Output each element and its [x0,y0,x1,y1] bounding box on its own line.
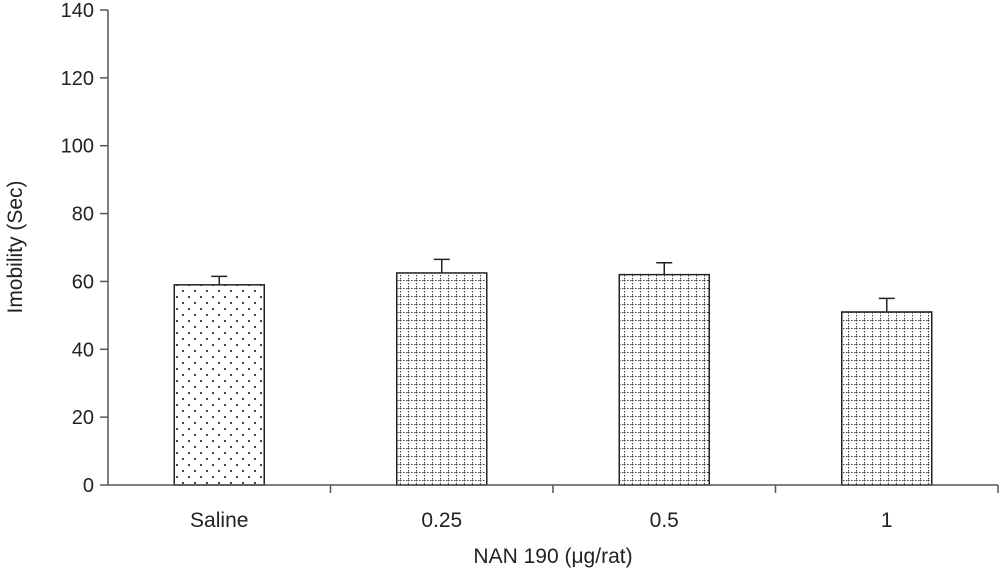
y-ticks-group: 0 20 40 60 80 100 120 140 [61,0,108,497]
y-tick-label: 80 [72,204,94,226]
bar-saline [173,284,265,486]
bar-1 [841,311,933,486]
y-tick-label: 0 [83,475,94,497]
x-category-label: 1 [881,509,893,532]
x-category-label: Saline [190,509,248,532]
bars-group [173,272,933,486]
y-tick-label: 20 [72,407,94,429]
y-tick-label: 100 [61,136,94,158]
x-axis: Saline 0.25 0.5 1 [108,484,999,532]
x-category-label: 0.5 [650,509,679,532]
error-bars-group [211,258,895,312]
y-axis-title: Imobility (Sec) [4,180,27,313]
x-axis-title: NAN 190 (μg/rat) [473,545,632,568]
bar-0-5 [618,273,710,486]
bar-0-25 [396,272,488,486]
y-tick-label: 40 [72,339,94,361]
y-tick-label: 140 [61,0,94,22]
y-tick-label: 60 [72,271,94,293]
y-tick-label: 120 [61,68,94,90]
y-axis: 0 20 40 60 80 100 120 140 [61,0,109,497]
x-ticks-group: Saline 0.25 0.5 1 [190,485,999,532]
x-category-label: 0.25 [421,509,462,532]
